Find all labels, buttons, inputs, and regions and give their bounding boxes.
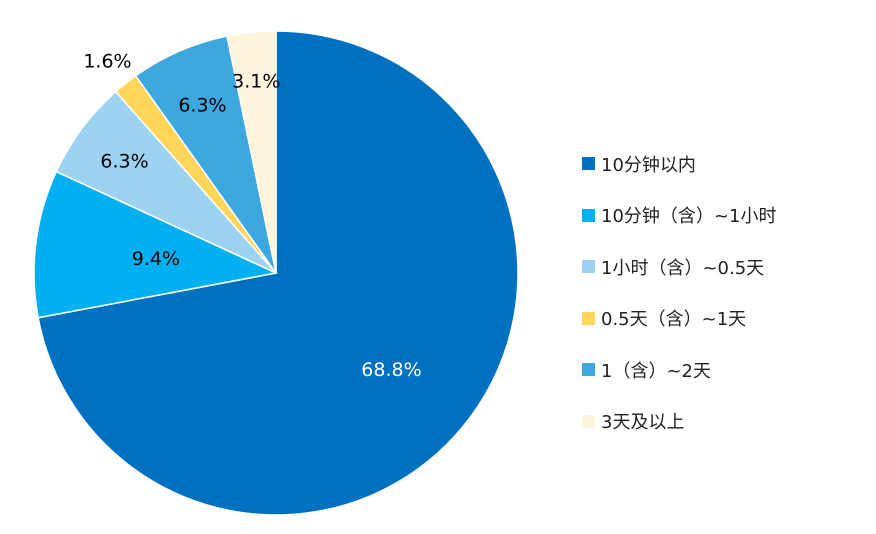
pie-slice xyxy=(33,170,279,319)
pie-slice xyxy=(226,30,277,274)
data-label: 1.6% xyxy=(83,51,131,73)
data-label: 3.1% xyxy=(232,70,280,92)
legend-label: 10分钟（含）~1小时 xyxy=(601,206,777,228)
data-label: 6.3% xyxy=(178,94,226,116)
legend-swatch xyxy=(582,157,595,171)
legend-item: 3天及以上 xyxy=(582,396,776,448)
legend-label: 1（含）~2天 xyxy=(601,360,711,382)
data-label: 6.3% xyxy=(100,150,148,172)
legend-item: 1（含）~2天 xyxy=(582,344,776,396)
legend-swatch xyxy=(582,363,595,377)
legend: 10分钟以内 10分钟（含）~1小时 1小时（含）~0.5天 0.5天（含）~1天 1（… xyxy=(582,138,776,447)
legend-item: 1小时（含）~0.5天 xyxy=(582,241,776,293)
legend-label: 0.5天（含）~1天 xyxy=(601,309,747,331)
legend-item: 10分钟（含）~1小时 xyxy=(582,190,776,242)
pie-slice xyxy=(37,30,519,516)
legend-swatch xyxy=(582,208,595,222)
data-label: 68.8% xyxy=(361,359,421,381)
legend-swatch xyxy=(582,260,595,274)
legend-item: 10分钟以内 xyxy=(582,138,776,190)
legend-swatch xyxy=(582,414,595,428)
legend-label: 10分钟以内 xyxy=(601,154,696,176)
data-label: 9.4% xyxy=(132,248,180,270)
legend-label: 1小时（含）~0.5天 xyxy=(601,257,765,279)
legend-item: 0.5天（含）~1天 xyxy=(582,293,776,345)
legend-label: 3天及以上 xyxy=(601,412,685,434)
legend-swatch xyxy=(582,311,595,325)
